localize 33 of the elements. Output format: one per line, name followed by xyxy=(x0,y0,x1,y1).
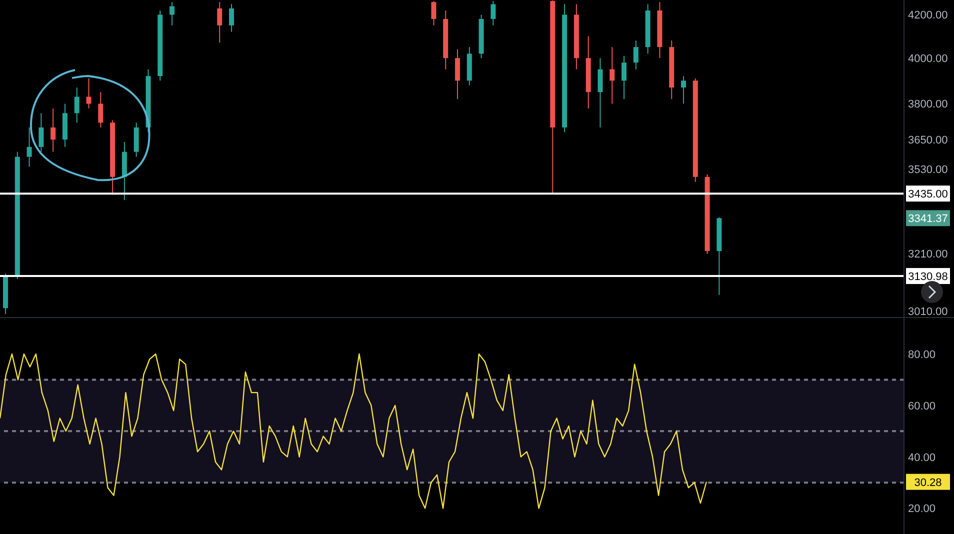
candlestick xyxy=(633,40,638,70)
annotation: 3341.37 xyxy=(908,213,948,226)
candlestick xyxy=(431,0,436,26)
candlestick xyxy=(50,108,56,152)
candlestick xyxy=(229,4,234,32)
candlestick xyxy=(490,0,496,26)
candlestick xyxy=(170,2,175,26)
candlestick xyxy=(26,126,32,168)
candlestick xyxy=(217,2,222,44)
y-tick-label: 60.00 xyxy=(908,400,936,412)
candlestick xyxy=(74,87,80,124)
annotation: 30.28 xyxy=(914,476,942,489)
y-tick-label: 20.00 xyxy=(908,503,936,516)
candlestick xyxy=(455,48,460,100)
y-tick-label: 40.00 xyxy=(908,452,936,464)
y-tick-label: 4000.00 xyxy=(908,53,948,66)
y-tick-label: 3210.00 xyxy=(908,248,948,261)
y-tick-label: 3530.00 xyxy=(908,164,948,176)
candlestick xyxy=(622,55,627,100)
candlestick xyxy=(86,78,92,109)
ref-line-label: 3435.00 xyxy=(908,188,948,201)
candlestick xyxy=(598,58,603,128)
candlestick xyxy=(610,46,615,104)
line-series xyxy=(0,353,708,509)
candlestick xyxy=(38,112,44,152)
y-tick-label: 3650.00 xyxy=(908,134,948,146)
candlestick xyxy=(681,76,686,104)
y-tick-label: 3010.00 xyxy=(908,306,948,318)
y-tick-label: 3800.00 xyxy=(908,98,948,111)
candlestick xyxy=(98,92,104,128)
y-tick-label: 80.00 xyxy=(908,348,936,361)
y-tick-label: 4200.00 xyxy=(908,10,948,22)
ref-line-label: 3130.98 xyxy=(908,271,948,284)
